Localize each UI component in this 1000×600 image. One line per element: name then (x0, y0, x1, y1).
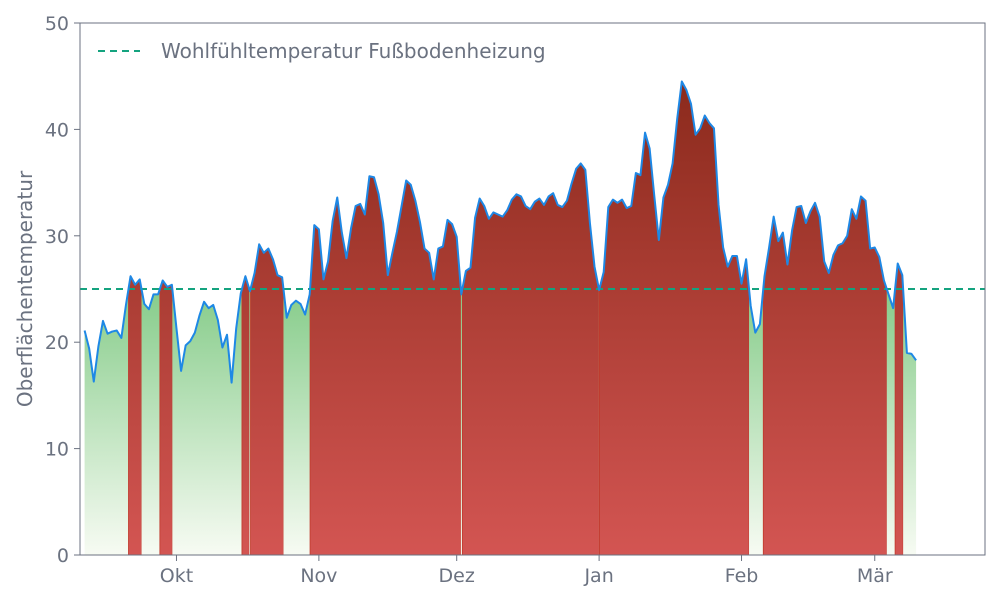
area-above-threshold (309, 175, 462, 556)
y-tick-label: 10 (45, 439, 69, 461)
area-below-threshold (903, 289, 917, 555)
area-above-threshold (461, 162, 600, 556)
area-above-threshold (894, 263, 904, 556)
legend: Wohlfühltemperatur Fußbodenheizung (98, 39, 546, 63)
area-below-threshold (749, 289, 764, 555)
legend-threshold-label: Wohlfühltemperatur Fußbodenheizung (161, 39, 546, 63)
area-fills (84, 80, 917, 556)
area-below-threshold (84, 289, 129, 555)
x-tick-label: Nov (300, 565, 337, 587)
y-tick-label: 30 (45, 226, 69, 248)
area-above-threshold (128, 275, 142, 556)
area-above-threshold (159, 279, 173, 556)
y-tick-label: 0 (57, 545, 69, 567)
series-line (83, 80, 917, 384)
y-axis: 0 10 20 30 40 50 (45, 13, 80, 567)
area-below-threshold (283, 289, 311, 555)
x-tick-label: Jan (583, 565, 613, 587)
y-axis-title: Oberflächentemperatur (13, 170, 37, 407)
x-tick-label: Dez (439, 565, 475, 587)
x-tick-label: Mär (857, 565, 893, 587)
area-above-threshold (250, 243, 284, 556)
area-above-threshold (762, 195, 888, 556)
area-above-threshold (241, 274, 250, 556)
x-axis: Okt Nov Dez Jan Feb Mär (160, 555, 893, 587)
x-tick-label: Feb (725, 565, 759, 587)
y-tick-label: 20 (45, 332, 69, 354)
area-below-threshold (172, 289, 242, 555)
area-below-threshold (886, 289, 896, 555)
series-layer (83, 80, 917, 384)
y-tick-label: 40 (45, 119, 69, 141)
y-tick-label: 50 (45, 13, 69, 35)
x-tick-label: Okt (160, 565, 193, 587)
plot-frame (79, 22, 986, 556)
area-below-threshold (141, 289, 160, 555)
